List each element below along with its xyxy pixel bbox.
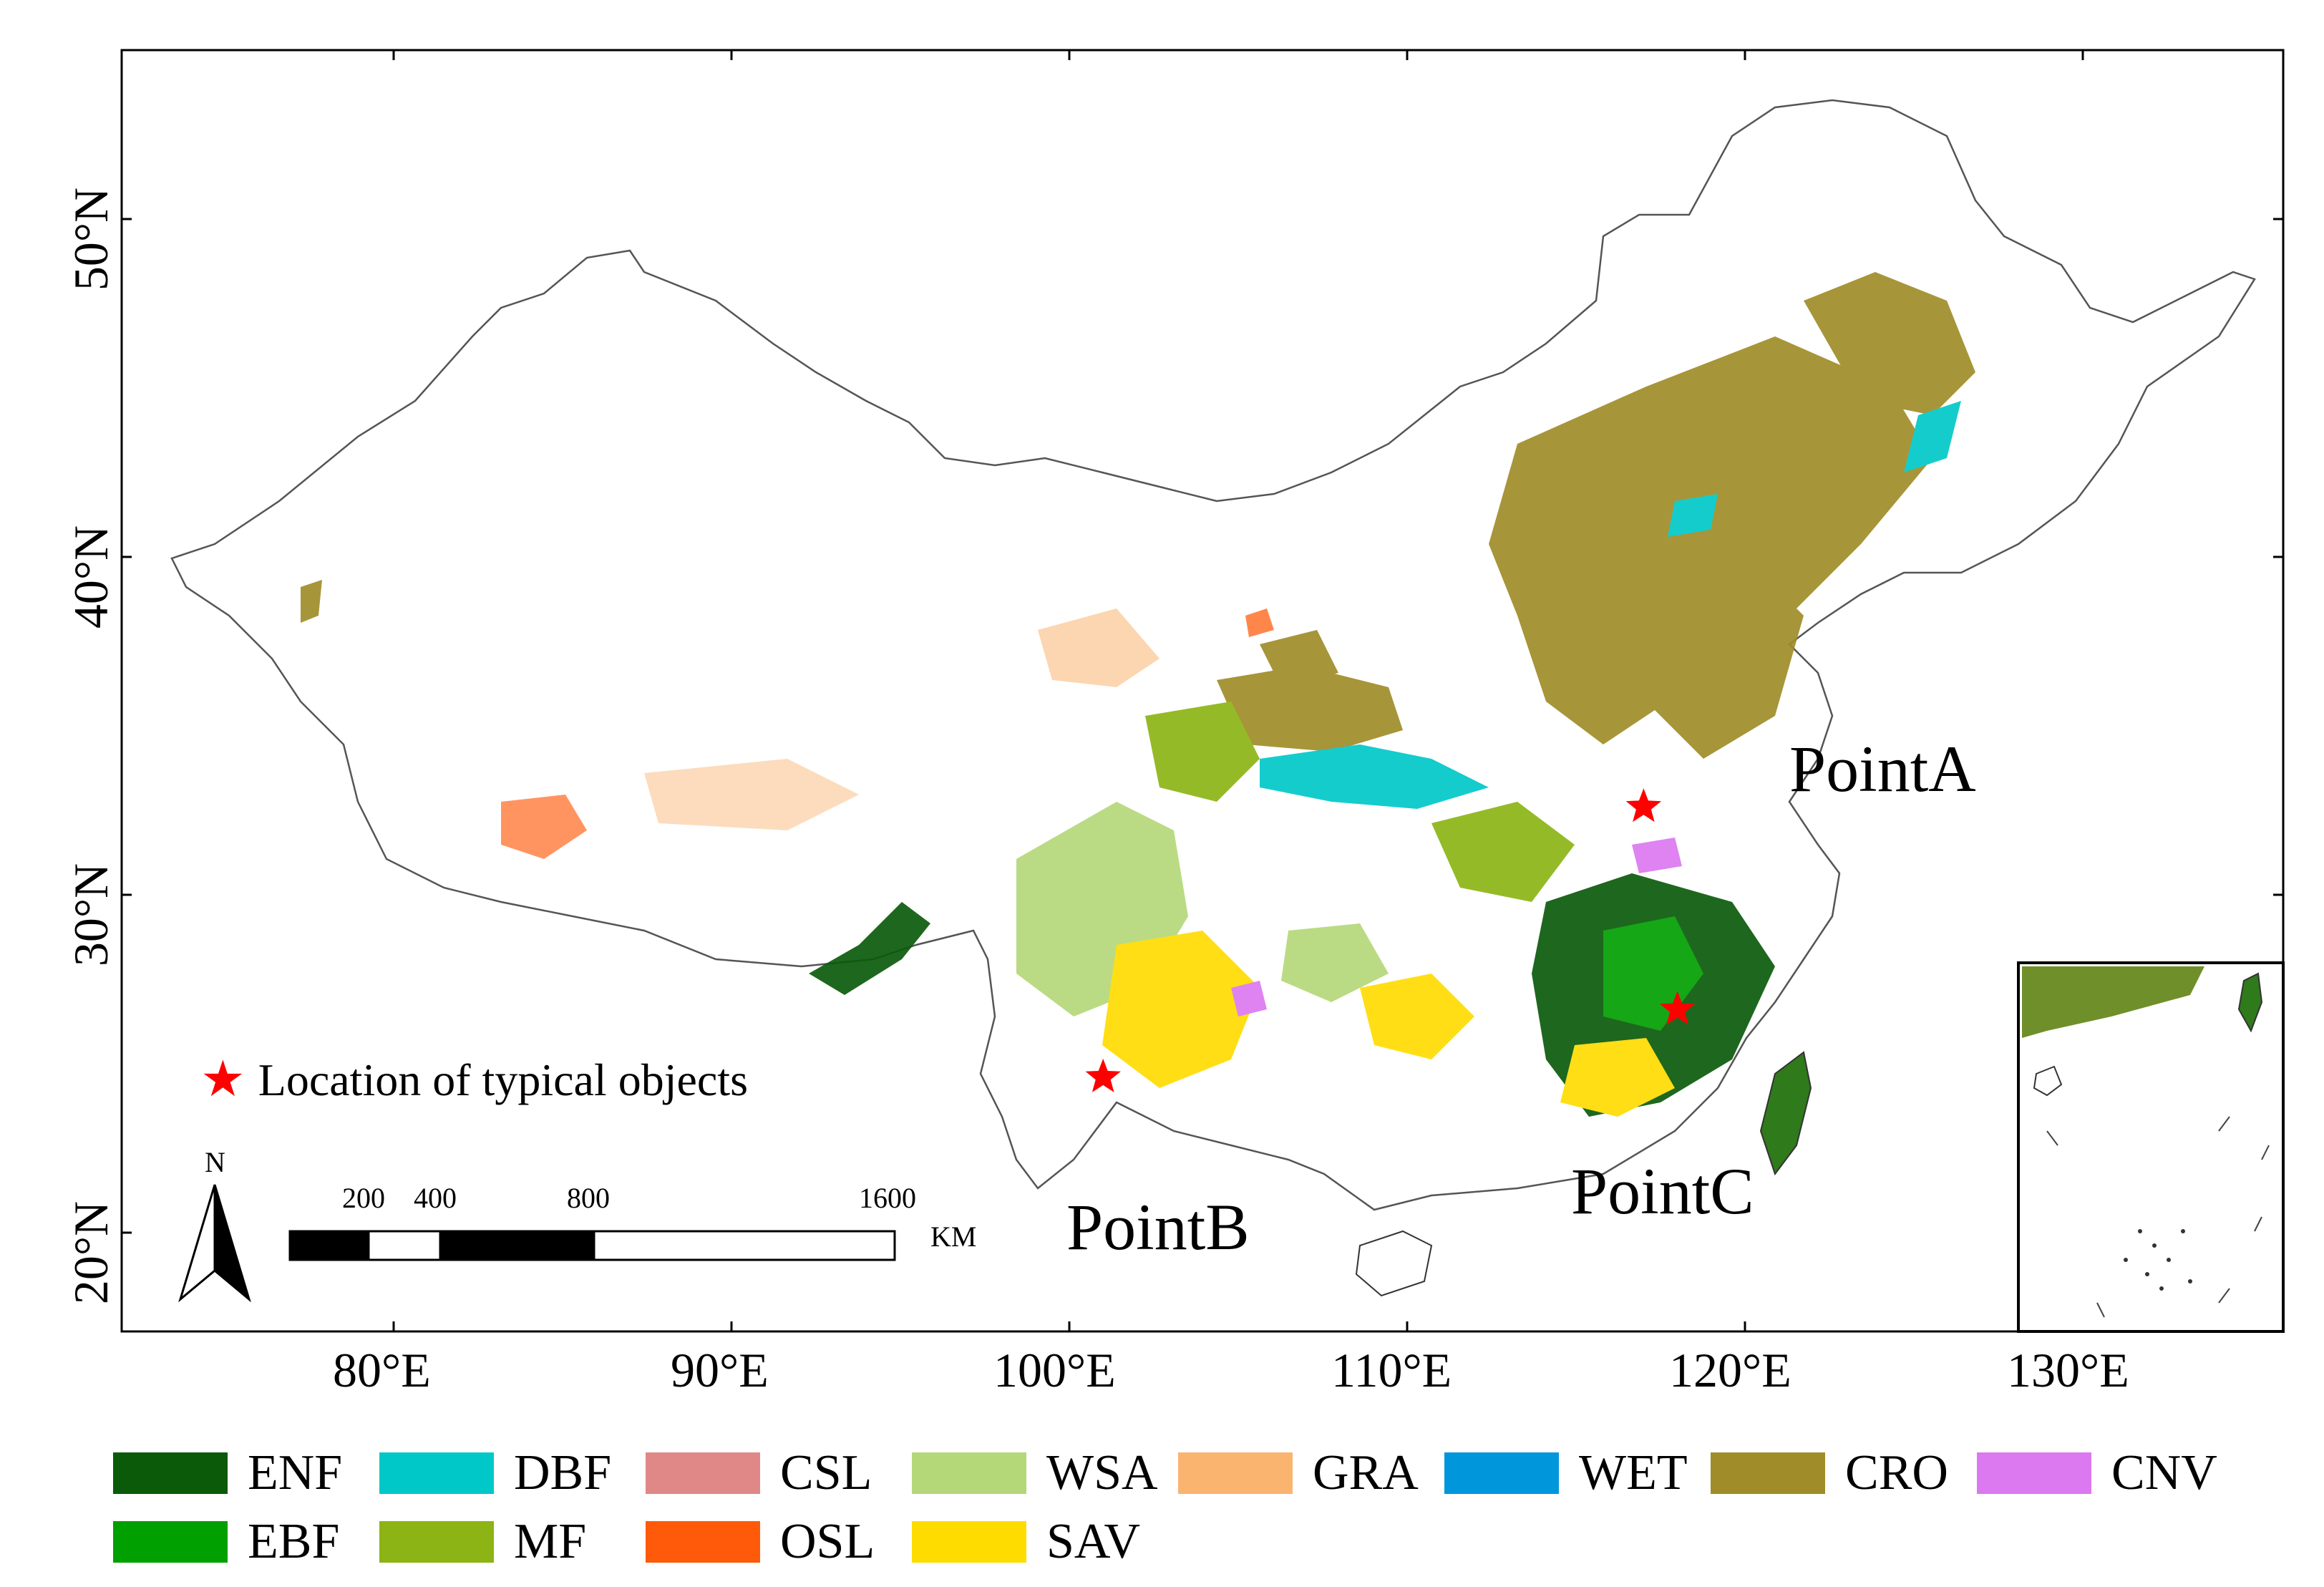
legend-row: EBF MF OSL SAV xyxy=(113,1508,2289,1576)
lon-label-100: 100°E xyxy=(993,1343,1116,1397)
scale-tick-200: 200 xyxy=(342,1182,385,1214)
taiwan-outline xyxy=(1759,1051,1812,1176)
marker-legend: ★ Location of typical objects xyxy=(200,1054,748,1107)
lat-label-30: 30°N xyxy=(64,863,119,967)
legend-item-gra: GRA xyxy=(1178,1448,1444,1498)
legend-swatch xyxy=(646,1521,760,1563)
legend-item-osl: OSL xyxy=(646,1517,912,1567)
legend-label: MF xyxy=(514,1514,587,1569)
marker-layer xyxy=(1085,788,1696,1092)
legend-item-wsa: WSA xyxy=(912,1448,1178,1498)
point-c-label: PointC xyxy=(1571,1155,1754,1228)
legend-swatch xyxy=(113,1521,228,1563)
legend-swatch xyxy=(113,1452,228,1494)
legend-label: WET xyxy=(1579,1445,1688,1500)
scale-tick-1600: 1600 xyxy=(859,1182,916,1214)
legend-item-csl: CSL xyxy=(646,1448,912,1498)
scale-unit: KM xyxy=(930,1220,977,1253)
legend-label: DBF xyxy=(514,1445,612,1500)
legend-row: ENF DBF CSL WSA GRA WET CRO CNV xyxy=(113,1439,2289,1508)
lon-label-110: 110°E xyxy=(1331,1343,1452,1397)
legend-label: CRO xyxy=(1845,1445,1948,1500)
lon-label-130: 130°E xyxy=(2007,1343,2129,1397)
land-cover-legend: ENF DBF CSL WSA GRA WET CRO CNV EBF MF OSL SAV xyxy=(113,1439,2289,1576)
legend-item-enf: ENF xyxy=(113,1448,379,1498)
scale-bar xyxy=(288,1230,896,1261)
legend-item-dbf: DBF xyxy=(379,1448,646,1498)
legend-label: EBF xyxy=(248,1514,340,1569)
legend-item-mf: MF xyxy=(379,1517,646,1567)
legend-label: SAV xyxy=(1046,1514,1141,1569)
legend-label: CNV xyxy=(2111,1445,2217,1500)
star-icon: ★ xyxy=(200,1052,245,1107)
legend-swatch xyxy=(1444,1452,1559,1494)
point-marker-0 xyxy=(1625,788,1662,822)
north-label: N xyxy=(205,1146,225,1178)
legend-swatch xyxy=(1178,1452,1293,1494)
lon-label-90: 90°E xyxy=(671,1343,769,1397)
legend-swatch xyxy=(379,1521,494,1563)
lon-label-120: 120°E xyxy=(1669,1343,1791,1397)
scale-tick-400: 400 xyxy=(414,1182,457,1214)
point-a-label: PointA xyxy=(1789,732,1976,805)
legend-swatch xyxy=(1711,1452,1825,1494)
marker-legend-label: Location of typical objects xyxy=(258,1054,748,1105)
legend-label: CSL xyxy=(780,1445,872,1500)
legend-item-wet: WET xyxy=(1444,1448,1711,1498)
axis-ticks xyxy=(122,50,2283,1331)
point-marker-2 xyxy=(1659,991,1696,1025)
lat-label-50: 50°N xyxy=(64,187,119,291)
lat-label-20: 20°N xyxy=(64,1200,119,1305)
legend-swatch xyxy=(1977,1452,2091,1494)
land-cover-patches xyxy=(301,272,1975,1117)
map-frame xyxy=(120,49,2285,1333)
legend-label: ENF xyxy=(248,1445,343,1500)
point-marker-1 xyxy=(1085,1058,1121,1092)
legend-item-sav: SAV xyxy=(912,1517,1178,1567)
scale-tick-800: 800 xyxy=(567,1182,610,1214)
point-b-label: PointB xyxy=(1066,1190,1250,1263)
legend-item-cro: CRO xyxy=(1711,1448,1977,1498)
legend-swatch xyxy=(912,1521,1026,1563)
legend-label: OSL xyxy=(780,1514,875,1569)
legend-swatch xyxy=(379,1452,494,1494)
lat-label-40: 40°N xyxy=(64,525,119,629)
north-arrow-icon xyxy=(178,1184,251,1303)
inset-map xyxy=(2017,961,2285,1333)
legend-swatch xyxy=(912,1452,1026,1494)
lon-label-80: 80°E xyxy=(333,1343,431,1397)
legend-item-cnv: CNV xyxy=(1977,1448,2243,1498)
hainan-outline xyxy=(1355,1230,1433,1297)
legend-label: GRA xyxy=(1313,1445,1419,1500)
legend-label: WSA xyxy=(1046,1445,1158,1500)
legend-item-ebf: EBF xyxy=(113,1517,379,1567)
legend-swatch xyxy=(646,1452,760,1494)
